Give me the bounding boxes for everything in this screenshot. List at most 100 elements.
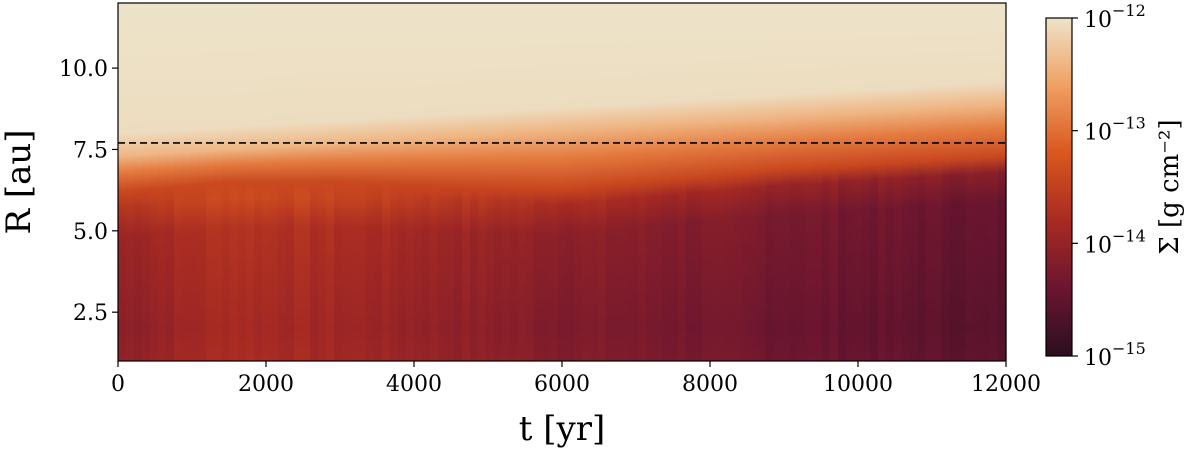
heatmap-column [750, 3, 759, 361]
heatmap-column [742, 3, 751, 361]
heatmap-column [326, 3, 335, 361]
heatmap-column [758, 3, 767, 361]
heatmap-column [286, 3, 295, 361]
heatmap-column [622, 3, 631, 361]
heatmap-column [462, 3, 471, 361]
heatmap-column [142, 3, 151, 361]
heatmap-column [518, 3, 527, 361]
heatmap-column [894, 3, 903, 361]
x-axis-ticks: 0 2000 4000 6000 8000 10000 12000 [111, 361, 1041, 397]
heatmap-column [302, 3, 311, 361]
heatmap-column [598, 3, 607, 361]
heatmap-column [934, 3, 943, 361]
heatmap-column [382, 3, 391, 361]
heatmap-column [222, 3, 231, 361]
heatmap-column [430, 3, 439, 361]
heatmap-column [886, 3, 895, 361]
heatmap-column [470, 3, 479, 361]
x-tick-label: 6000 [534, 372, 590, 397]
heatmap-column [662, 3, 671, 361]
colorbar-tick-exponent: −13 [1112, 114, 1146, 133]
heatmap-column [646, 3, 655, 361]
y-tick-label: 10.0 [59, 57, 108, 82]
heatmap-column [718, 3, 727, 361]
heatmap-column [510, 3, 519, 361]
heatmap-column [854, 3, 863, 361]
heatmap-column [998, 3, 1007, 361]
y-tick-label: 5.0 [73, 220, 108, 245]
heatmap-column [774, 3, 783, 361]
heatmap-column [366, 3, 375, 361]
colorbar-tick-exponent: −14 [1112, 226, 1146, 245]
heatmap-column [334, 3, 343, 361]
heatmap-column [438, 3, 447, 361]
heatmap-column [254, 3, 263, 361]
heatmap-column [582, 3, 591, 361]
heatmap-column [342, 3, 351, 361]
heatmap-column [294, 3, 303, 361]
heatmap-column [318, 3, 327, 361]
y-tick-label: 2.5 [73, 301, 108, 326]
heatmap-column [422, 3, 431, 361]
heatmap-column [198, 3, 207, 361]
heatmap-column [870, 3, 879, 361]
heatmap-column [846, 3, 855, 361]
heatmap-column [310, 3, 319, 361]
colorbar-tick-label: 10−12 [1084, 1, 1146, 33]
colorbar-tick-base: 10 [1084, 8, 1112, 33]
heatmap-column [126, 3, 135, 361]
heatmap-column [214, 3, 223, 361]
heatmap-column [790, 3, 799, 361]
heatmap-column [918, 3, 927, 361]
heatmap-column [942, 3, 951, 361]
colorbar-tick-label: 10−15 [1084, 339, 1146, 371]
heatmap-column [806, 3, 815, 361]
x-tick-label: 8000 [682, 372, 738, 397]
heatmap-column [798, 3, 807, 361]
heatmap-column [550, 3, 559, 361]
y-tick-label: 7.5 [73, 138, 108, 163]
heatmap-column [726, 3, 735, 361]
heatmap-column [238, 3, 247, 361]
heatmap-column [454, 3, 463, 361]
x-tick-label: 10000 [823, 372, 893, 397]
colorbar-tick-base: 10 [1084, 121, 1112, 146]
y-axis-label: R [au] [0, 129, 39, 234]
heatmap-field [118, 3, 1007, 361]
x-axis-label: t [yr] [519, 409, 605, 449]
heatmap-column [950, 3, 959, 361]
heatmap-column [678, 3, 687, 361]
heatmap-column [262, 3, 271, 361]
heatmap-column [862, 3, 871, 361]
heatmap-column [710, 3, 719, 361]
colorbar-tick-base: 10 [1084, 233, 1112, 258]
heatmap-column [406, 3, 415, 361]
heatmap-column [478, 3, 487, 361]
heatmap-column [166, 3, 175, 361]
heatmap-column [974, 3, 983, 361]
heatmap-column [966, 3, 975, 361]
colorbar-tick-exponent: −12 [1112, 1, 1146, 20]
x-tick-label: 12000 [971, 372, 1041, 397]
heatmap-column [558, 3, 567, 361]
heatmap-column [446, 3, 455, 361]
x-tick-label: 4000 [386, 372, 442, 397]
heatmap-column [486, 3, 495, 361]
heatmap-column [838, 3, 847, 361]
x-tick-label: 0 [111, 372, 125, 397]
colorbar-label: Σ [g cm⁻²] [1155, 119, 1185, 254]
heatmap-column [694, 3, 703, 361]
heatmap-column [590, 3, 599, 361]
heatmap-column [150, 3, 159, 361]
heatmap-column [630, 3, 639, 361]
heatmap-column [350, 3, 359, 361]
heatmap-column [734, 3, 743, 361]
colorbar-tick-exponent: −15 [1112, 339, 1146, 358]
colorbar [1045, 17, 1073, 357]
heatmap-column [174, 3, 183, 361]
heatmap-column [390, 3, 399, 361]
heatmap-column [686, 3, 695, 361]
heatmap-column [822, 3, 831, 361]
